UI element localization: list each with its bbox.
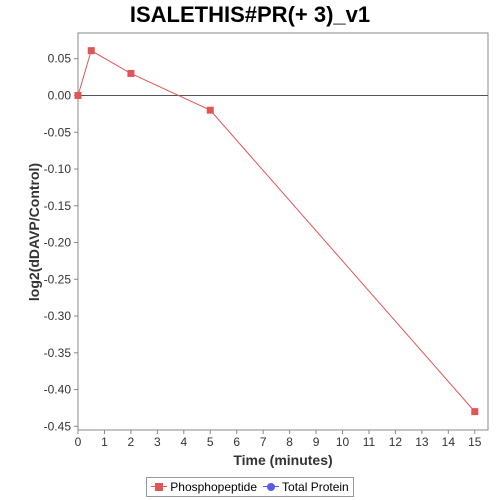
- y-tick-label: -0.45: [44, 419, 72, 433]
- y-tick-label: -0.30: [44, 309, 72, 323]
- x-tick-label: 5: [207, 435, 214, 449]
- x-tick-label: 7: [260, 435, 267, 449]
- x-tick-label: 1: [101, 435, 108, 449]
- y-tick-label: -0.40: [44, 383, 72, 397]
- x-tick-label: 2: [128, 435, 135, 449]
- x-tick-label: 4: [180, 435, 187, 449]
- x-tick-label: 10: [336, 435, 350, 449]
- x-tick-label: 15: [468, 435, 482, 449]
- x-tick-label: 0: [75, 435, 82, 449]
- y-tick-label: -0.25: [44, 272, 72, 286]
- x-tick-label: 6: [233, 435, 240, 449]
- legend: Phosphopeptide Total Protein: [146, 477, 354, 497]
- y-tick-label: -0.20: [44, 236, 72, 250]
- x-tick-label: 14: [442, 435, 456, 449]
- y-tick-label: 0.05: [48, 52, 72, 66]
- legend-label-phosphopeptide: Phosphopeptide: [170, 480, 258, 494]
- legend-item-phosphopeptide: Phosphopeptide: [151, 480, 257, 494]
- data-point: [206, 106, 214, 114]
- plot-frame: [77, 32, 489, 431]
- y-tick-label: 0.00: [48, 88, 72, 102]
- legend-label-total-protein: Total Protein: [282, 480, 349, 494]
- data-point: [127, 69, 135, 77]
- y-tick-label: -0.35: [44, 346, 72, 360]
- chart-title: ISALETHIS#PR(+ 3)_v1: [129, 2, 371, 27]
- x-tick-label: 11: [363, 435, 376, 449]
- legend-marker-phosphopeptide: [151, 482, 168, 492]
- data-point: [87, 47, 95, 55]
- x-tick-label: 13: [415, 435, 429, 449]
- data-point: [471, 408, 479, 416]
- x-tick-label: 9: [313, 435, 320, 449]
- y-tick-label: -0.10: [44, 162, 72, 176]
- data-point: [74, 91, 82, 99]
- y-tick-label: -0.15: [44, 199, 72, 213]
- legend-marker-total-protein: [263, 482, 280, 492]
- x-tick-label: 3: [154, 435, 161, 449]
- x-tick-label: 12: [389, 435, 403, 449]
- x-tick-label: 8: [286, 435, 293, 449]
- x-axis-label: Time (minutes): [233, 452, 333, 468]
- y-axis-label-text: log2(dDAVP/Control): [26, 162, 42, 302]
- y-tick-label: -0.05: [44, 125, 72, 139]
- legend-item-total-protein: Total Protein: [263, 480, 349, 494]
